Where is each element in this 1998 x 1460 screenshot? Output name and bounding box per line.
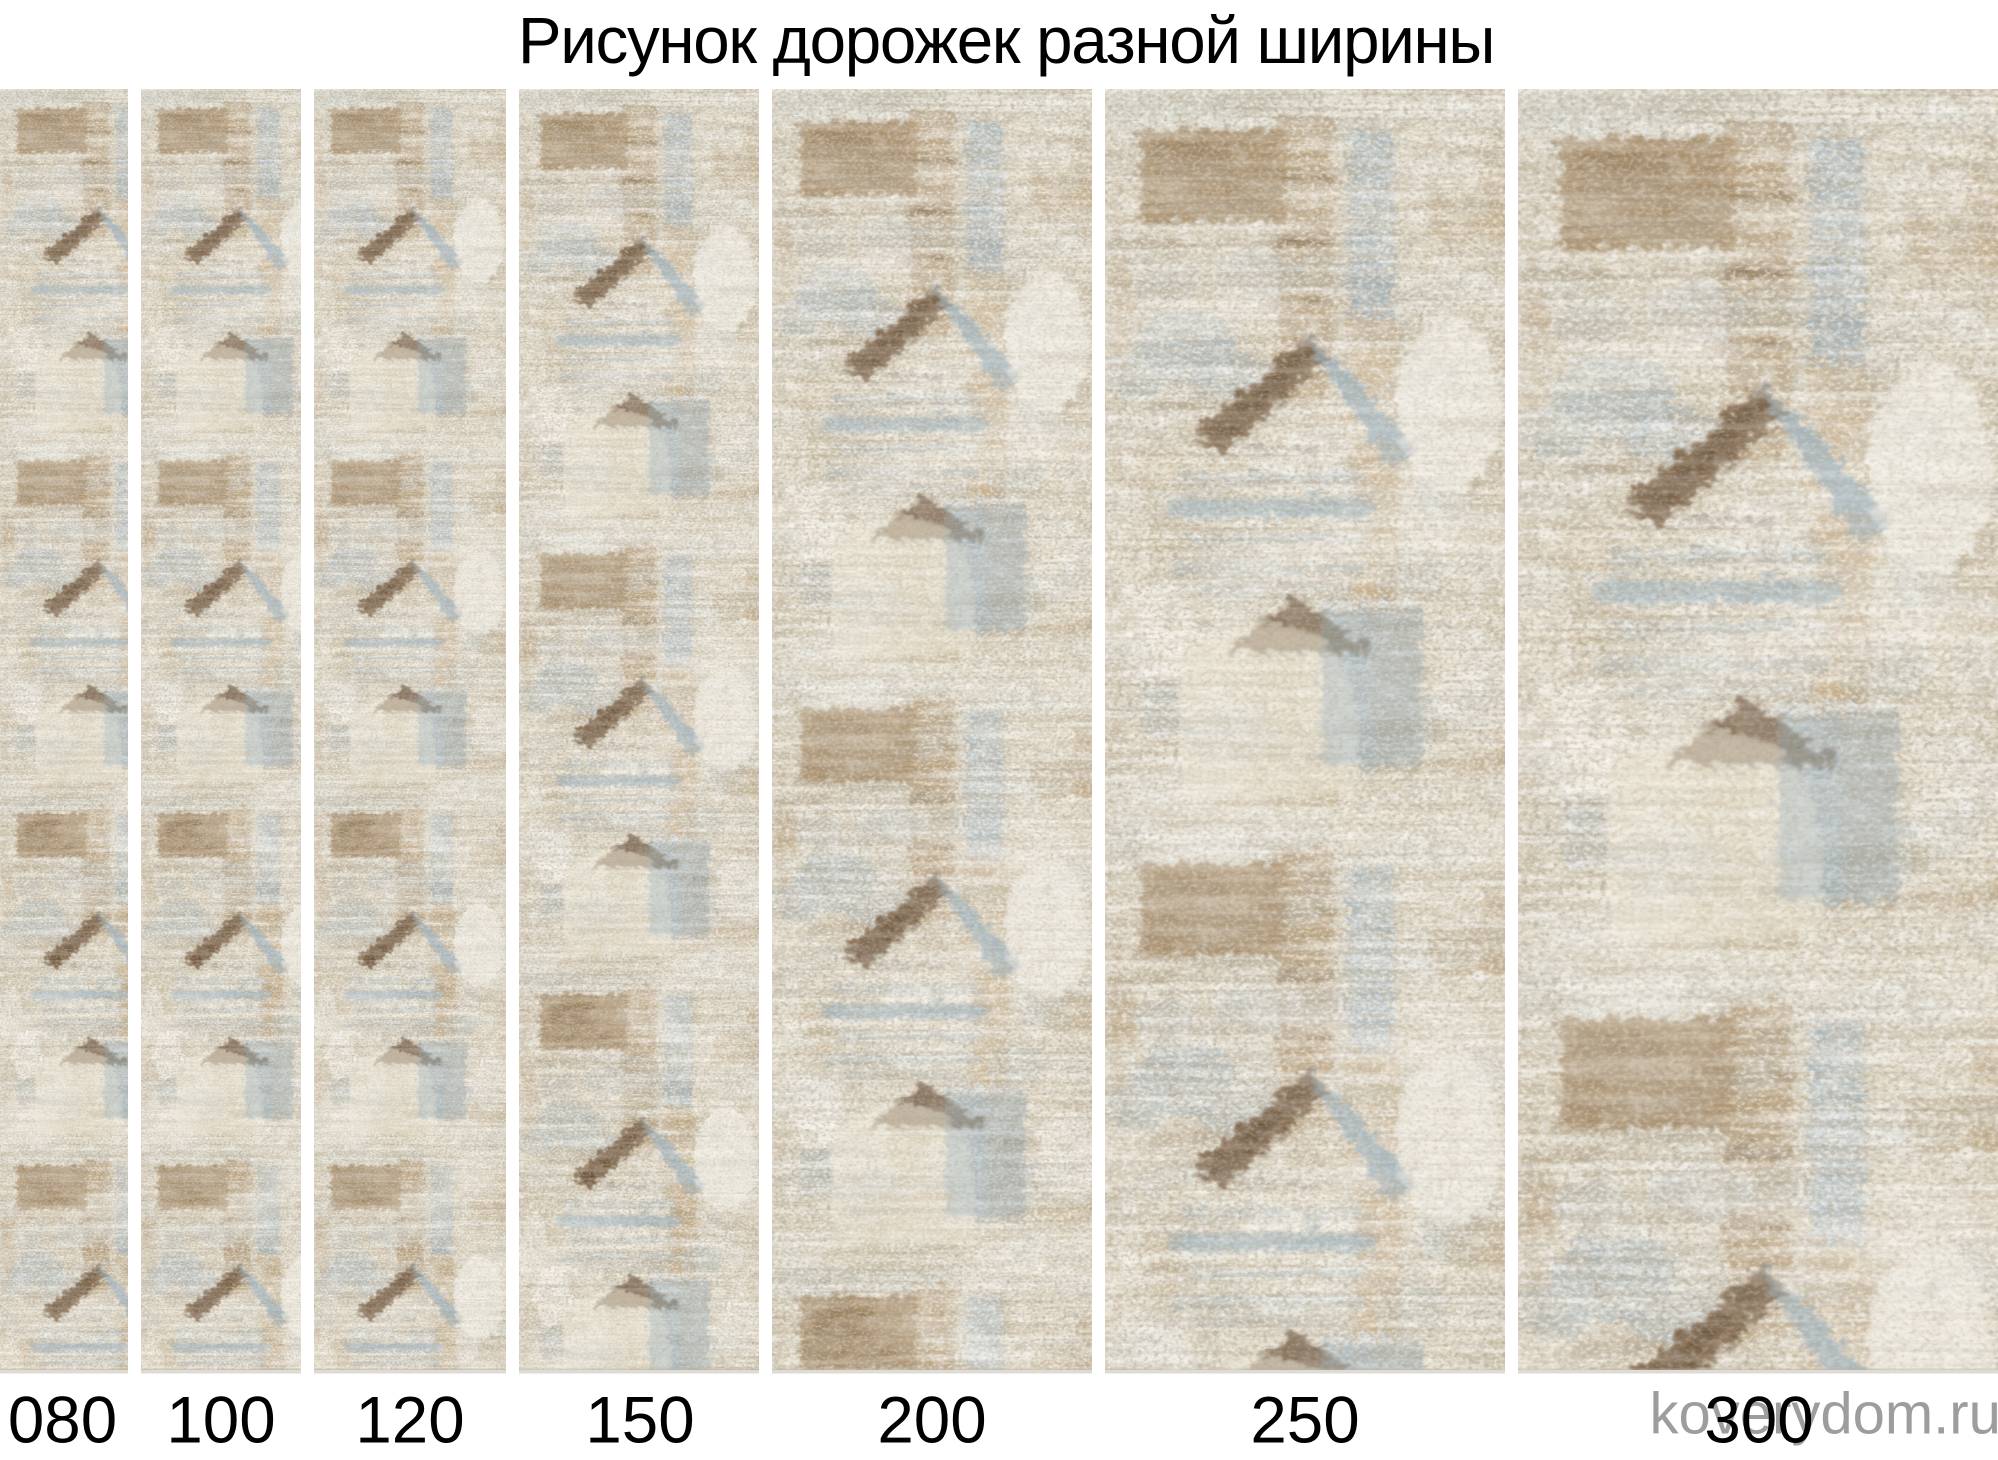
svg-text:300: 300	[1704, 1383, 1813, 1456]
svg-text:200: 200	[877, 1383, 986, 1456]
svg-text:koverydom.ru: koverydom.ru	[1650, 1382, 1998, 1447]
svg-text:250: 250	[1250, 1383, 1359, 1456]
svg-text:120: 120	[355, 1383, 464, 1456]
svg-text:150: 150	[585, 1383, 694, 1456]
svg-text:100: 100	[166, 1383, 275, 1456]
svg-text:080: 080	[8, 1383, 117, 1456]
svg-text:Рисунок дорожек разной ширины: Рисунок дорожек разной ширины	[518, 4, 1494, 77]
